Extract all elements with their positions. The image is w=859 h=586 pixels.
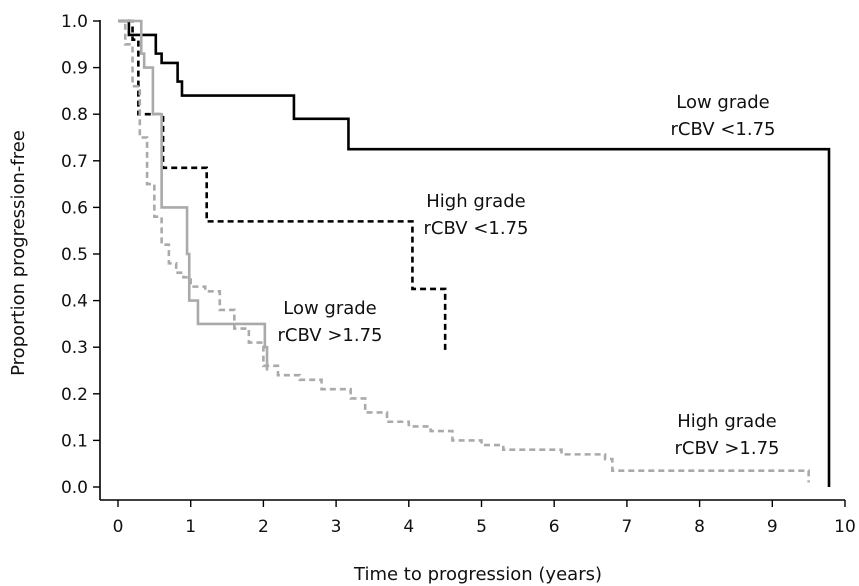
series-line-1 bbox=[118, 19, 447, 352]
x-tick-label: 2 bbox=[258, 517, 269, 537]
x-tick-label: 3 bbox=[331, 517, 342, 537]
series-line-3 bbox=[118, 19, 810, 483]
y-tick-label: 0.4 bbox=[61, 292, 88, 312]
x-tick-label: 9 bbox=[767, 517, 778, 537]
y-tick-label: 0.8 bbox=[61, 105, 88, 125]
y-tick-label: 0.9 bbox=[61, 59, 88, 79]
series-label-0: rCBV <1.75 bbox=[671, 119, 776, 140]
y-axis-title: Proportion progression-free bbox=[8, 130, 29, 376]
x-tick-label: 8 bbox=[694, 517, 705, 537]
series-line-0 bbox=[118, 19, 831, 487]
y-tick-label: 0.1 bbox=[61, 431, 88, 451]
series-label-2: rCBV >1.75 bbox=[278, 325, 383, 346]
x-tick-label: 0 bbox=[113, 517, 124, 537]
x-tick-label: 6 bbox=[549, 517, 560, 537]
y-tick-label: 1.0 bbox=[61, 12, 88, 32]
x-axis-title: Time to progression (years) bbox=[353, 564, 602, 585]
y-tick-label: 0.7 bbox=[61, 152, 88, 172]
series-label-3: High grade bbox=[677, 411, 776, 432]
x-tick-label: 7 bbox=[621, 517, 632, 537]
labels-layer: Low grade rCBV <1.75 High grade rCBV <1.75 L… bbox=[278, 92, 780, 459]
series-label-3: rCBV >1.75 bbox=[675, 438, 780, 459]
series-line-2 bbox=[118, 19, 269, 371]
x-tick-label: 1 bbox=[185, 517, 196, 537]
y-tick-label: 0.6 bbox=[61, 198, 88, 218]
series-label-0: Low grade bbox=[676, 92, 770, 113]
y-tick-label: 0.5 bbox=[61, 245, 88, 265]
x-tick-label: 4 bbox=[403, 517, 414, 537]
y-tick-label: 0.3 bbox=[61, 338, 88, 358]
series-label-1: High grade bbox=[426, 191, 525, 212]
series-label-2: Low grade bbox=[283, 298, 377, 319]
series-label-1: rCBV <1.75 bbox=[424, 218, 529, 239]
ticks-layer: 0 1 2 3 4 5 6 7 8 9 10 0.0 0.1 0.2 0.3 0.4 0.5 0.6 0.7 0.8 0… bbox=[61, 12, 856, 537]
x-tick-label: 5 bbox=[476, 517, 487, 537]
x-tick-label: 10 bbox=[834, 517, 856, 537]
y-tick-label: 0.0 bbox=[61, 478, 88, 498]
y-tick-label: 0.2 bbox=[61, 385, 88, 405]
series-layer bbox=[118, 19, 831, 487]
